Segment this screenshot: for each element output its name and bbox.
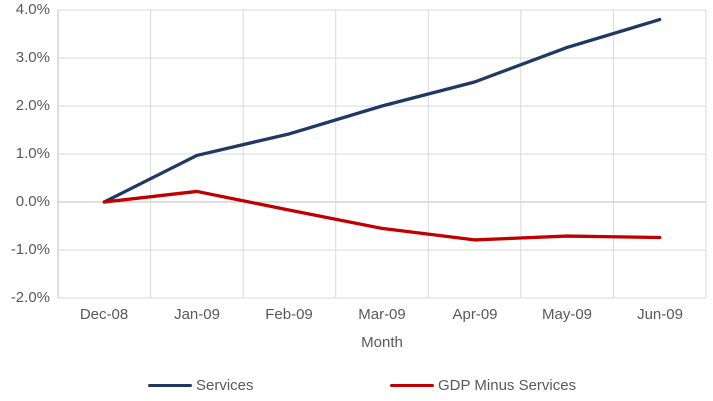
x-tick-label: Mar-09 bbox=[358, 306, 406, 323]
services-line-swatch bbox=[148, 383, 192, 387]
legend-item-services: Services bbox=[148, 376, 254, 394]
x-tick-label: May-09 bbox=[541, 306, 593, 323]
x-tick-label: Jun-09 bbox=[637, 306, 683, 323]
legend-label: GDP Minus Services bbox=[438, 376, 577, 394]
legend-item-gdp-minus-services: GDP Minus Services bbox=[390, 376, 576, 394]
x-tick-label: Feb-09 bbox=[265, 306, 313, 323]
x-tick-label: Jan-09 bbox=[174, 306, 220, 323]
legend-label: Services bbox=[196, 376, 254, 394]
y-tick-label: 2.0% bbox=[15, 97, 50, 114]
y-tick-label: 3.0% bbox=[15, 49, 50, 66]
x-axis-title: Month bbox=[361, 334, 403, 351]
x-tick-label: Apr-09 bbox=[452, 306, 498, 323]
series-line-gdp-minus-services bbox=[102, 189, 662, 242]
y-tick-label: 1.0% bbox=[15, 145, 50, 162]
x-tick-label: Dec-08 bbox=[79, 306, 129, 323]
series-line-services bbox=[102, 17, 662, 204]
y-tick-label: 4.0% bbox=[15, 1, 50, 18]
y-tick-label: -2.0% bbox=[10, 289, 50, 306]
gdp-minus-services-line-swatch bbox=[390, 383, 434, 387]
y-tick-label: -1.0% bbox=[10, 241, 50, 258]
y-tick-label: 0.0% bbox=[15, 193, 50, 210]
